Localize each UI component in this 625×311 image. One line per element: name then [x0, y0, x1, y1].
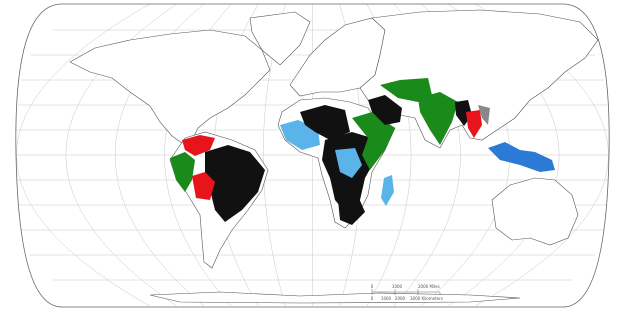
- country-dr-congo-region: [335, 148, 362, 178]
- country-iran-afghanistan: [380, 78, 432, 102]
- country-india: [418, 92, 458, 145]
- scale-label: 2000: [395, 296, 406, 301]
- scale-label: 0: [371, 284, 374, 289]
- scale-label: 1000: [392, 284, 403, 289]
- map-frame: [15, 3, 610, 308]
- country-bolivia: [192, 172, 215, 200]
- country-madagascar: [381, 175, 394, 206]
- scale-label: 0: [371, 296, 374, 301]
- country-thailand: [466, 110, 482, 138]
- antarctica: [149, 291, 521, 304]
- scale-label: 1000: [381, 296, 392, 301]
- scale-label: 3000 Kilometers: [410, 296, 443, 301]
- country-peru: [170, 152, 195, 192]
- australia: [491, 177, 579, 246]
- country-vietnam: [478, 105, 490, 125]
- country-southern-africa: [338, 196, 365, 225]
- country-sahel: [300, 105, 350, 140]
- asia: [359, 9, 599, 149]
- north-america: [69, 29, 271, 149]
- country-indonesia: [488, 142, 555, 172]
- country-saudi-arabia: [368, 95, 402, 125]
- country-brazil: [205, 145, 265, 222]
- highlighted-countries: [170, 78, 555, 225]
- scale-label: 2000 Miles: [418, 284, 440, 289]
- scale-bar: 0 1000 2000 Miles 0 1000 2000 3000 Kilom…: [371, 284, 443, 301]
- country-horn-of-africa: [352, 112, 395, 170]
- greenland: [249, 11, 311, 66]
- country-venezuela-colombia: [182, 135, 215, 156]
